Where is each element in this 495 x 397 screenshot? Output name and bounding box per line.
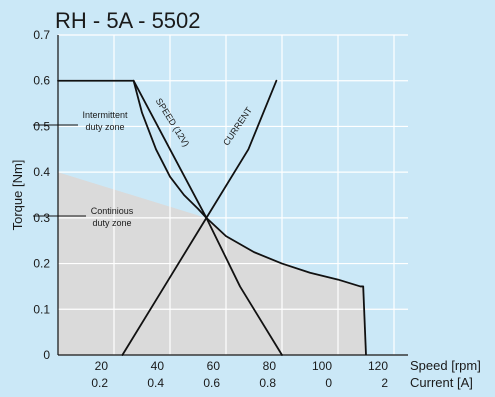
current-tick-label: 0.6 [203,376,220,390]
y-tick-label: 0.4 [33,165,50,179]
speed-tick-label: 80 [263,359,277,373]
y-tick-label: 0.3 [33,211,50,225]
current-tick-label: 0.4 [147,376,164,390]
descending-boundary-line [132,79,283,356]
y-tick-label: 0.6 [33,74,50,88]
speed-tick-label: 40 [151,359,165,373]
y-tick-label: 0.1 [33,302,50,316]
intermittent-duty-zone [58,80,207,218]
chart-title: RH - 5A - 5502 [55,8,201,33]
current-tick-label: 2 [381,376,388,390]
continuous-label-line-2: duty zone [92,218,131,228]
y-tick-label: 0.5 [33,119,50,133]
speed-curve [57,79,208,219]
y-tick-label: 0.7 [33,28,50,42]
current-tick-label: 0.2 [91,376,108,390]
cutoff-line [362,286,367,356]
speed-tick-label: 20 [95,359,109,373]
intermittent-label-line-2: duty zone [85,122,124,132]
y-tick-label: 0.2 [33,257,50,271]
speed-axis-label: Speed [rpm] [410,358,481,373]
current-tick-label: 0.8 [259,376,276,390]
intermittent-label-line-1: Intermittent [82,110,128,120]
speed-tick-label: 120 [368,359,388,373]
continuous-boundary-curve [205,216,365,288]
y-tick-label: 0 [43,348,50,362]
y-axis-label: Torque [Nm] [10,160,25,231]
speed-tick-label: 60 [207,359,221,373]
current-tick-label: 0 [325,376,332,390]
continuous-label-line-1: Continious [91,206,134,216]
current-axis-label: Current [A] [410,375,473,390]
speed-tick-label: 100 [312,359,332,373]
